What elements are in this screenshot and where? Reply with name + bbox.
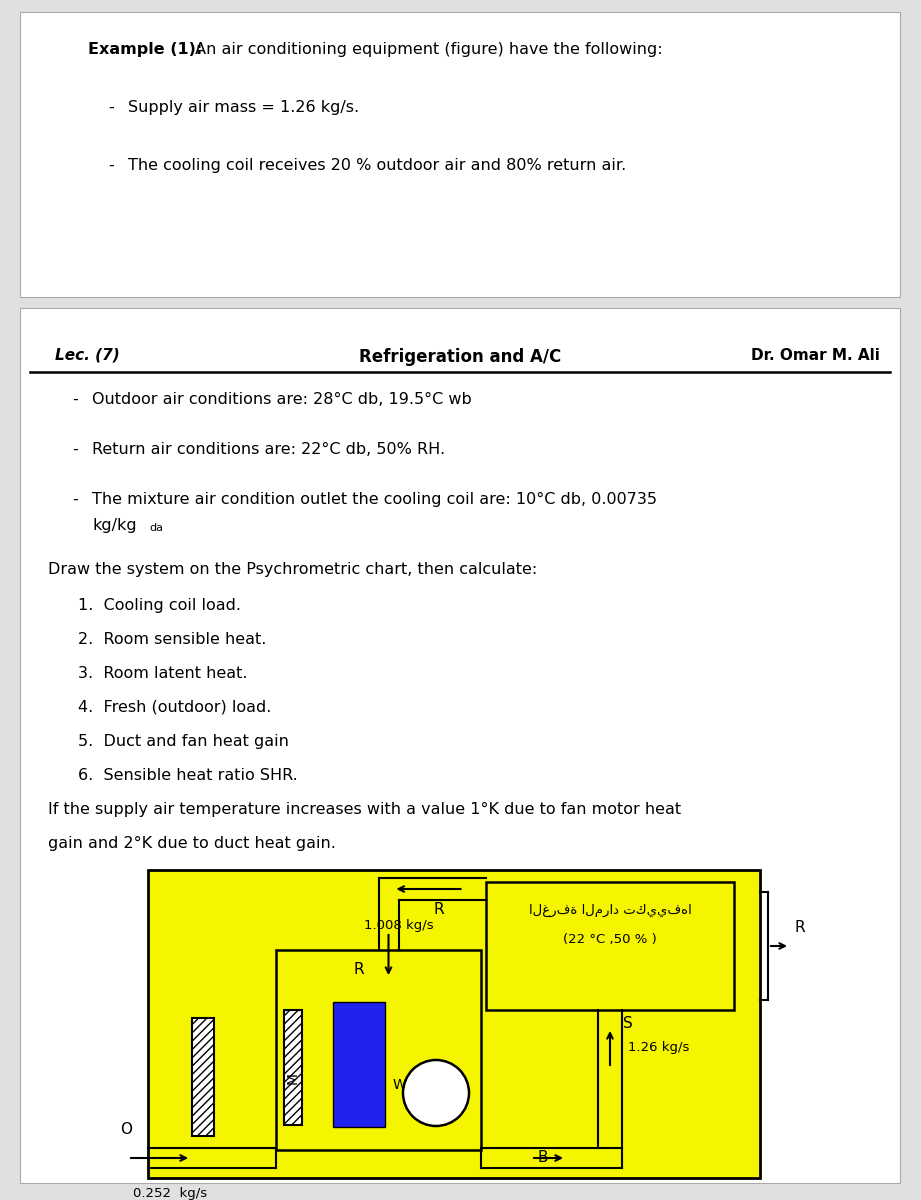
Text: Refrigeration and A/C: Refrigeration and A/C — [359, 348, 561, 366]
Text: R: R — [795, 919, 805, 935]
Text: 1.  Cooling coil load.: 1. Cooling coil load. — [78, 598, 241, 613]
Text: gain and 2°K due to duct heat gain.: gain and 2°K due to duct heat gain. — [48, 836, 336, 851]
Text: Draw the system on the Psychrometric chart, then calculate:: Draw the system on the Psychrometric cha… — [48, 562, 537, 577]
Text: 6.  Sensible heat ratio SHR.: 6. Sensible heat ratio SHR. — [78, 768, 297, 782]
Text: 2.  Room sensible heat.: 2. Room sensible heat. — [78, 632, 266, 647]
Text: -: - — [108, 158, 114, 173]
Text: -: - — [72, 392, 77, 407]
Text: 0.252  kg/s: 0.252 kg/s — [133, 1188, 207, 1200]
Bar — [20, 308, 900, 1183]
Text: Dr. Omar M. Ali: Dr. Omar M. Ali — [752, 348, 880, 362]
Text: O: O — [120, 1122, 132, 1138]
Text: da: da — [149, 523, 163, 533]
Bar — [333, 1002, 385, 1127]
Text: M: M — [286, 1072, 300, 1084]
Text: R: R — [353, 962, 364, 978]
Text: -: - — [72, 442, 77, 457]
Text: Supply air mass = 1.26 kg/s.: Supply air mass = 1.26 kg/s. — [128, 100, 359, 115]
Bar — [284, 1010, 302, 1126]
Text: R: R — [433, 902, 444, 918]
Bar — [20, 12, 900, 296]
Bar — [148, 870, 760, 1178]
Text: If the supply air temperature increases with a value 1°K due to fan motor heat: If the supply air temperature increases … — [48, 802, 682, 817]
Text: W: W — [392, 1078, 406, 1092]
Text: Outdoor air conditions are: 28°C db, 19.5°C wb: Outdoor air conditions are: 28°C db, 19.… — [92, 392, 472, 407]
Text: 5.  Duct and fan heat gain: 5. Duct and fan heat gain — [78, 734, 289, 749]
Text: Lec. (7): Lec. (7) — [55, 348, 120, 362]
Text: 1.008 kg/s: 1.008 kg/s — [364, 919, 433, 932]
Text: Return air conditions are: 22°C db, 50% RH.: Return air conditions are: 22°C db, 50% … — [92, 442, 445, 457]
Bar — [192, 1018, 214, 1136]
Text: 3.  Room latent heat.: 3. Room latent heat. — [78, 666, 248, 680]
Text: (22 °C ,50 % ): (22 °C ,50 % ) — [563, 934, 657, 947]
Text: -: - — [72, 492, 77, 506]
Text: -: - — [108, 100, 114, 115]
Text: 4.  Fresh (outdoor) load.: 4. Fresh (outdoor) load. — [78, 700, 272, 715]
Text: S: S — [624, 1016, 633, 1032]
Text: Example (1):: Example (1): — [88, 42, 203, 56]
Bar — [276, 950, 481, 1150]
Text: kg/kg: kg/kg — [92, 518, 136, 533]
Bar — [486, 882, 734, 1010]
Circle shape — [403, 1060, 469, 1126]
Text: An air conditioning equipment (figure) have the following:: An air conditioning equipment (figure) h… — [190, 42, 662, 56]
Text: الغرفة المراد تكييفها: الغرفة المراد تكييفها — [529, 904, 692, 917]
Text: B: B — [538, 1151, 548, 1165]
Text: The mixture air condition outlet the cooling coil are: 10°C db, 0.00735: The mixture air condition outlet the coo… — [92, 492, 657, 508]
Text: 1.26 kg/s: 1.26 kg/s — [628, 1042, 690, 1055]
Text: The cooling coil receives 20 % outdoor air and 80% return air.: The cooling coil receives 20 % outdoor a… — [128, 158, 626, 173]
